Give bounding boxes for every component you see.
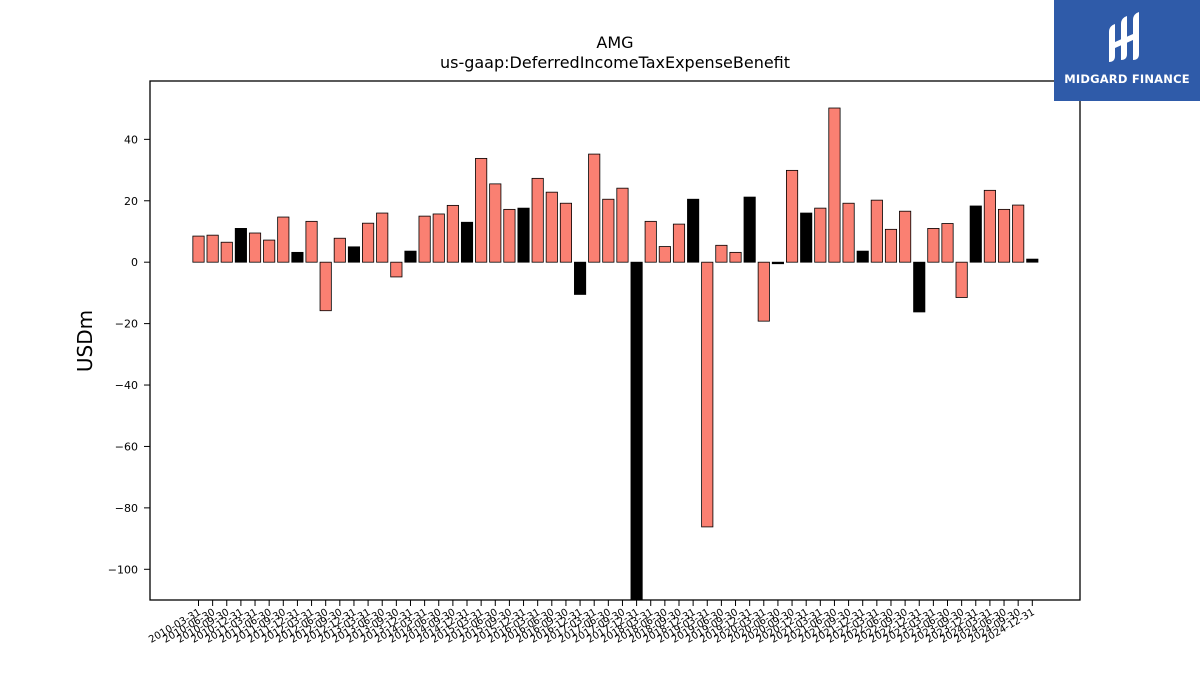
y-axis-ticks: 40 20 0 −20 −40 −60 −80 −100 [108, 133, 150, 576]
bar-2016-03-31 [531, 177, 544, 263]
bar-2024-09-30 [1012, 204, 1025, 263]
y-axis-label: USDm [73, 310, 97, 372]
bar-2017-09-30 [616, 187, 629, 263]
bar-2021-09-30 [842, 202, 855, 263]
bar-2020-03-31 [757, 261, 770, 322]
midgard-finance-logo: MIDGARD FINANCE [1054, 0, 1200, 101]
bar-2024-06-30 [997, 208, 1011, 263]
bar-2023-06-30 [941, 223, 954, 263]
bar-2023-12-31 [969, 205, 982, 263]
bars-group [192, 107, 1039, 601]
bar-2018-03-31 [644, 220, 657, 263]
y-tick-label: 20 [124, 195, 138, 208]
bar-2013-09-30 [390, 261, 403, 278]
bar-2014-09-30 [446, 204, 459, 263]
bar-2024-03-31 [983, 189, 996, 263]
bar-2015-06-30 [489, 183, 502, 263]
bar-2019-06-30 [715, 244, 728, 263]
bar-2010-03-31 [192, 235, 205, 263]
logo-text: MIDGARD FINANCE [1064, 72, 1190, 86]
bar-2017-12-31 [630, 261, 643, 601]
bar-2022-06-30 [884, 228, 898, 263]
bar-2022-03-31 [870, 199, 883, 263]
bar-2012-06-30 [319, 261, 332, 312]
y-tick-label: −80 [115, 502, 138, 515]
bar-2019-12-31 [743, 196, 756, 263]
bar-2015-09-30 [503, 208, 516, 263]
bar-2014-06-30 [432, 213, 445, 263]
bar-2023-09-30 [955, 261, 968, 298]
bar-2012-09-30 [333, 237, 346, 263]
bar-2021-03-31 [814, 207, 827, 263]
chart-title: AMG [596, 33, 633, 52]
x-axis-ticks: 2010-03-312010-06-302010-09-302010-12-31… [147, 600, 1037, 646]
bar-2017-06-30 [602, 198, 615, 263]
bar-2013-03-31 [362, 222, 375, 263]
bar-2021-12-31 [856, 250, 869, 263]
y-tick-label: −100 [108, 563, 138, 576]
bar-2013-06-30 [376, 212, 389, 263]
y-tick-label: −40 [115, 379, 138, 392]
bar-2016-09-30 [559, 202, 572, 263]
bar-2010-09-30 [220, 241, 233, 263]
bar-2020-12-31 [800, 212, 813, 263]
bar-2019-03-31 [701, 261, 714, 528]
bar-2019-09-30 [729, 251, 742, 263]
bar-2020-06-30 [771, 261, 784, 265]
bar-2022-12-31 [913, 261, 926, 313]
chart-subtitle: us-gaap:DeferredIncomeTaxExpenseBenefit [440, 53, 790, 72]
bar-2010-12-31 [234, 228, 247, 263]
bar-2015-12-31 [517, 207, 530, 263]
y-tick-label: −20 [115, 318, 138, 331]
bar-2015-03-31 [475, 157, 488, 263]
bar-2014-12-31 [460, 221, 474, 263]
bar-2023-03-31 [927, 228, 940, 263]
bar-2011-03-31 [248, 232, 262, 263]
bar-2011-09-30 [277, 216, 290, 263]
bar-2011-12-31 [291, 251, 304, 263]
bar-2012-03-31 [305, 220, 318, 263]
bar-2013-12-31 [404, 250, 417, 263]
bar-2021-06-30 [828, 107, 841, 263]
midgard-logo-icon [1109, 12, 1139, 62]
bar-2014-03-31 [418, 215, 431, 263]
bar-2018-06-30 [658, 246, 671, 263]
bar-2018-09-30 [672, 223, 686, 263]
bar-2012-12-31 [347, 246, 361, 263]
bar-2017-03-31 [588, 153, 601, 263]
y-tick-label: 0 [131, 256, 138, 269]
bar-2010-06-30 [206, 234, 219, 263]
plot-area-frame [149, 80, 1081, 601]
bar-2016-12-31 [574, 261, 587, 295]
y-tick-label: −60 [115, 440, 138, 453]
bar-2018-12-31 [687, 198, 700, 263]
bar-2016-06-30 [545, 191, 558, 263]
bar-2022-09-30 [899, 210, 912, 263]
bar-2020-09-30 [785, 169, 799, 263]
bar-2011-06-30 [263, 239, 276, 263]
y-tick-label: 40 [124, 133, 138, 146]
bar-2024-12-31 [1026, 258, 1039, 263]
